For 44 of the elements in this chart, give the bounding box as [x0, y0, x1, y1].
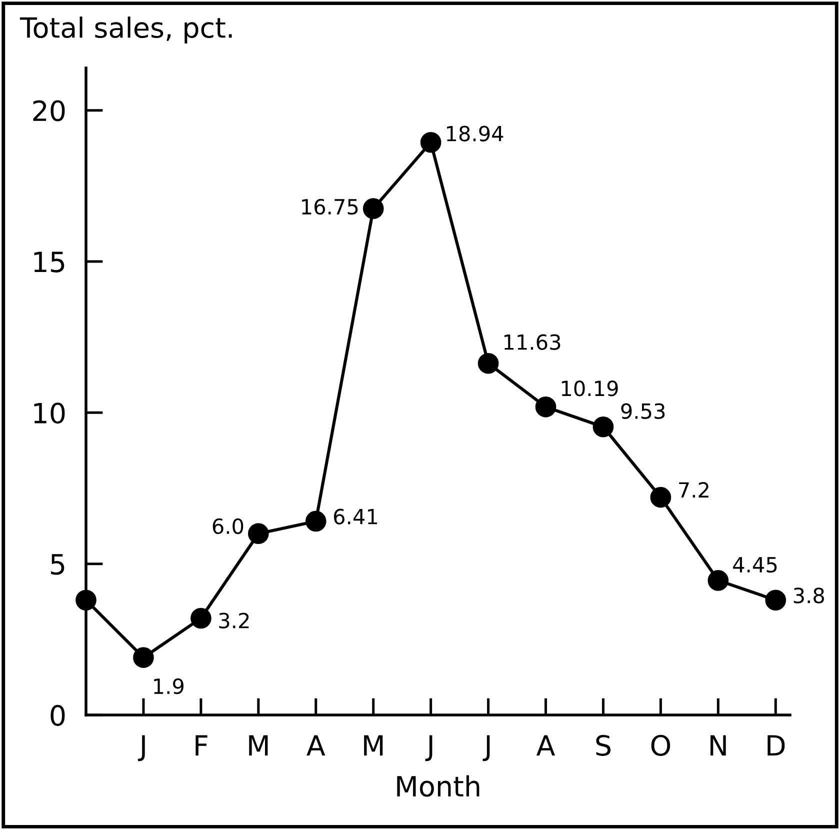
point [592, 416, 614, 438]
y-tick-label: 20 [33, 100, 65, 122]
data-label: 16.75 [302, 198, 358, 215]
point [420, 132, 442, 153]
point [76, 590, 96, 611]
point [650, 486, 672, 508]
y-tick-label: 10 [34, 402, 65, 424]
point [535, 396, 556, 418]
x-tick-label: M [249, 735, 268, 756]
x-tick-label: O [651, 734, 670, 756]
data-label: 4.45 [733, 557, 777, 573]
data-label: 3.8 [794, 588, 824, 604]
point [478, 352, 499, 374]
x-tick-label: S [596, 734, 610, 756]
x-tick-label: A [536, 735, 556, 756]
point [305, 510, 326, 532]
data-label: 6.0 [212, 518, 244, 534]
x-tick-label: J [138, 735, 145, 762]
x-tick-label: D [768, 735, 785, 756]
point [765, 590, 786, 611]
x-tick-label: J [425, 735, 432, 762]
data-label: 9.53 [621, 403, 665, 420]
y-tick-label: 15 [34, 252, 64, 272]
data-label: 1.9 [154, 678, 184, 694]
y-axis-title: Total sales, pct. [20, 16, 232, 44]
point [190, 608, 212, 629]
y-tick-label: 0 [50, 704, 65, 726]
point [248, 523, 269, 544]
data-label: 10.19 [562, 380, 618, 396]
x-tick-label: J [482, 735, 490, 762]
data-label: 11.63 [504, 334, 560, 350]
point [133, 647, 154, 668]
x-tick-label: M [364, 735, 383, 756]
point [708, 570, 729, 591]
x-axis-title: Month [397, 775, 480, 797]
x-tick-label: A [306, 735, 326, 756]
point [362, 198, 384, 220]
data-label: 3.2 [219, 612, 249, 628]
data-label: 6.41 [334, 508, 378, 524]
data-label: 18.94 [446, 126, 504, 142]
x-tick-label: N [710, 735, 726, 756]
data-label: 7.2 [679, 482, 708, 498]
x-tick-label: F [196, 735, 208, 756]
y-tick-label: 5 [51, 554, 64, 575]
